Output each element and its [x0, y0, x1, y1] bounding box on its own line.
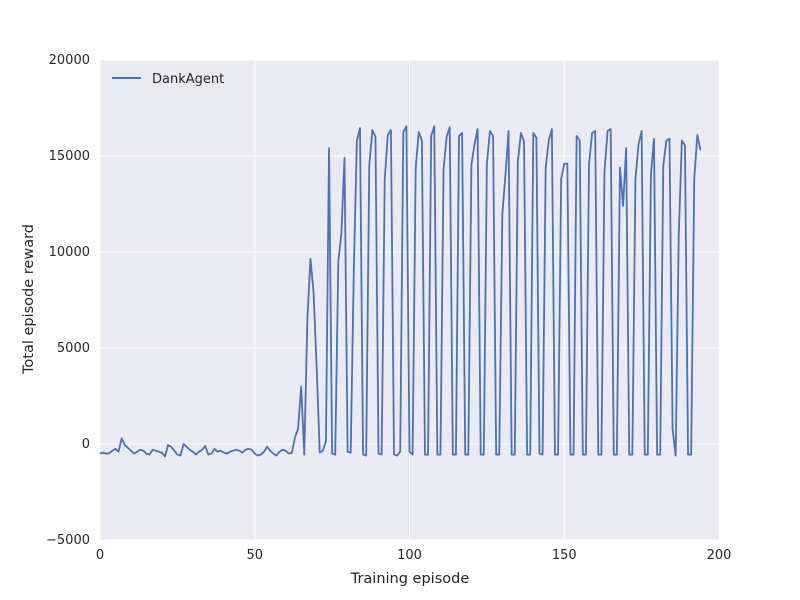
legend: DankAgent — [104, 66, 238, 92]
y-tick-label: 20000 — [49, 53, 90, 68]
tick-labels: 0 50 100 150 200 −5000 0 5000 10000 15000 20000 — [46, 53, 731, 563]
x-axis-label: Training episode — [350, 571, 470, 587]
series-line-dankagent — [99, 125, 702, 458]
y-tick-label: −5000 — [46, 533, 90, 548]
x-tick-label: 150 — [552, 548, 577, 563]
legend-label: DankAgent — [152, 72, 224, 87]
y-tick-label: 10000 — [49, 245, 90, 260]
y-tick-label: 5000 — [57, 341, 90, 356]
x-tick-label: 200 — [707, 548, 732, 563]
y-tick-label: 15000 — [49, 149, 90, 164]
series-layer — [99, 125, 702, 458]
y-axis-label: Total episode reward — [21, 224, 37, 375]
x-tick-label: 0 — [96, 548, 104, 563]
x-tick-label: 50 — [246, 548, 263, 563]
y-tick-label: 0 — [82, 437, 90, 452]
x-tick-label: 100 — [397, 548, 422, 563]
grid-lines — [99, 59, 720, 541]
